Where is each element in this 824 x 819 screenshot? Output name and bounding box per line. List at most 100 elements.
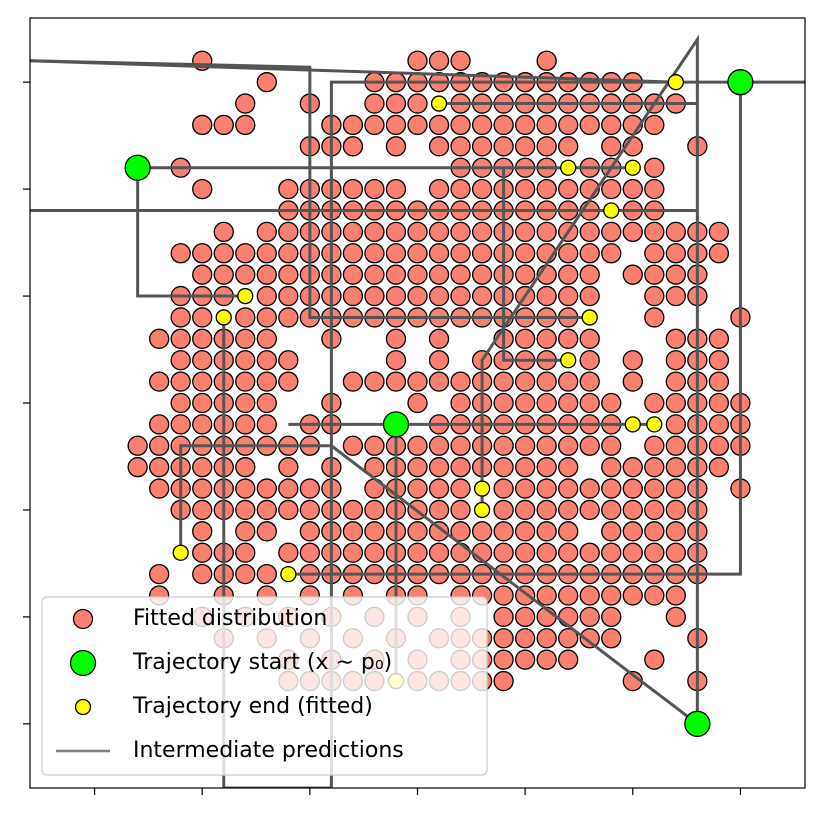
fitted-point — [364, 435, 385, 456]
fitted-point — [407, 542, 428, 563]
fitted-point — [536, 136, 557, 157]
fitted-point — [385, 114, 407, 136]
end-point — [581, 309, 598, 326]
fitted-point — [170, 307, 191, 328]
trajectory-line — [136, 166, 633, 298]
fitted-point — [342, 542, 364, 563]
fitted-point — [192, 499, 213, 521]
fitted-point — [601, 435, 622, 456]
fitted-point — [601, 243, 622, 264]
fitted-point — [579, 606, 600, 628]
fitted-point — [299, 542, 321, 563]
fitted-point — [708, 457, 730, 478]
fitted-point — [644, 499, 665, 521]
fitted-point — [558, 243, 579, 264]
fitted-point — [235, 414, 256, 435]
trajectory-line — [30, 59, 676, 84]
fitted-point — [514, 243, 536, 264]
fitted-point — [558, 392, 579, 414]
fitted-point — [364, 114, 385, 136]
fitted-point — [192, 414, 213, 435]
fitted-point — [665, 585, 686, 606]
fitted-point — [622, 371, 643, 392]
fitted-point — [579, 285, 600, 307]
fitted-point — [514, 478, 536, 499]
legend-box — [41, 596, 488, 776]
fitted-point — [536, 628, 557, 649]
fitted-point — [558, 457, 579, 478]
fitted-point — [407, 371, 428, 392]
fitted-point — [579, 264, 600, 285]
fitted-point — [601, 499, 622, 521]
fitted-point — [601, 178, 622, 200]
fitted-point — [256, 499, 277, 521]
fitted-point — [407, 285, 428, 307]
fitted-point — [558, 542, 579, 563]
fitted-point — [278, 264, 299, 285]
fitted-point — [385, 285, 407, 307]
end-point — [280, 565, 297, 583]
fitted-point — [407, 114, 428, 136]
fitted-point — [579, 435, 600, 456]
fitted-point — [622, 499, 643, 521]
fitted-point — [428, 542, 450, 563]
fitted-point — [256, 563, 277, 585]
fitted-point — [601, 521, 622, 542]
fitted-point — [514, 392, 536, 414]
fitted-point — [622, 178, 643, 200]
end-point — [237, 287, 254, 305]
fitted-point — [192, 457, 213, 478]
fitted-point — [385, 178, 407, 200]
fitted-point — [665, 371, 686, 392]
fitted-point — [514, 221, 536, 243]
fitted-point — [428, 350, 450, 371]
fitted-point — [192, 307, 213, 328]
fitted-point — [428, 521, 450, 542]
fitted-point — [278, 285, 299, 307]
fitted-point — [665, 414, 686, 435]
fitted-point — [644, 542, 665, 563]
legend-label: Intermediate predictions — [133, 738, 404, 763]
fitted-point — [385, 243, 407, 264]
fitted-point — [235, 328, 256, 349]
fitted-point — [256, 72, 277, 93]
fitted-point — [450, 114, 471, 136]
fitted-point — [385, 93, 407, 114]
fitted-point — [536, 521, 557, 542]
fitted-point — [601, 585, 622, 606]
fitted-point — [385, 371, 407, 392]
fitted-point — [127, 457, 148, 478]
fitted-point — [192, 563, 213, 585]
end-point — [430, 95, 448, 112]
fitted-point — [536, 50, 557, 71]
fitted-point — [364, 264, 385, 285]
fitted-point — [622, 350, 643, 371]
fitted-point — [558, 435, 579, 456]
fitted-point — [579, 350, 600, 371]
fitted-point — [450, 264, 471, 285]
fitted-point — [407, 93, 428, 114]
fitted-point — [364, 178, 385, 200]
fitted-point — [149, 435, 170, 456]
fitted-point — [708, 221, 730, 243]
fitted-point — [170, 328, 191, 349]
fitted-point — [514, 606, 536, 628]
fitted-point — [450, 136, 471, 157]
fitted-point — [278, 371, 299, 392]
legend-label: Trajectory end (fitted) — [132, 694, 373, 719]
fitted-point — [514, 457, 536, 478]
fitted-point — [149, 478, 170, 499]
fitted-point — [579, 628, 600, 649]
fitted-point — [536, 114, 557, 136]
fitted-point — [493, 499, 514, 521]
fitted-point — [471, 521, 493, 542]
fitted-point — [428, 114, 450, 136]
fitted-point — [428, 328, 450, 349]
fitted-point — [514, 499, 536, 521]
fitted-point — [514, 542, 536, 563]
fitted-point — [536, 585, 557, 606]
end-point — [215, 309, 232, 326]
fitted-point — [601, 114, 622, 136]
fitted-point — [601, 392, 622, 414]
